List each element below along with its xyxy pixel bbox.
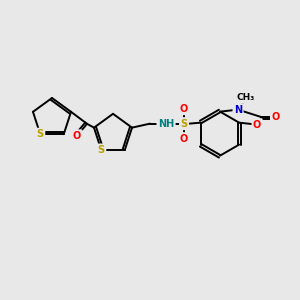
Text: S: S xyxy=(37,129,44,139)
Text: S: S xyxy=(181,118,188,129)
Text: O: O xyxy=(272,112,280,122)
Text: O: O xyxy=(180,134,188,144)
Text: CH₃: CH₃ xyxy=(237,93,255,102)
Text: N: N xyxy=(234,105,242,115)
Text: S: S xyxy=(98,145,105,155)
Text: NH: NH xyxy=(158,118,174,129)
Text: O: O xyxy=(73,131,81,141)
Text: O: O xyxy=(253,120,261,130)
Text: O: O xyxy=(180,103,188,114)
